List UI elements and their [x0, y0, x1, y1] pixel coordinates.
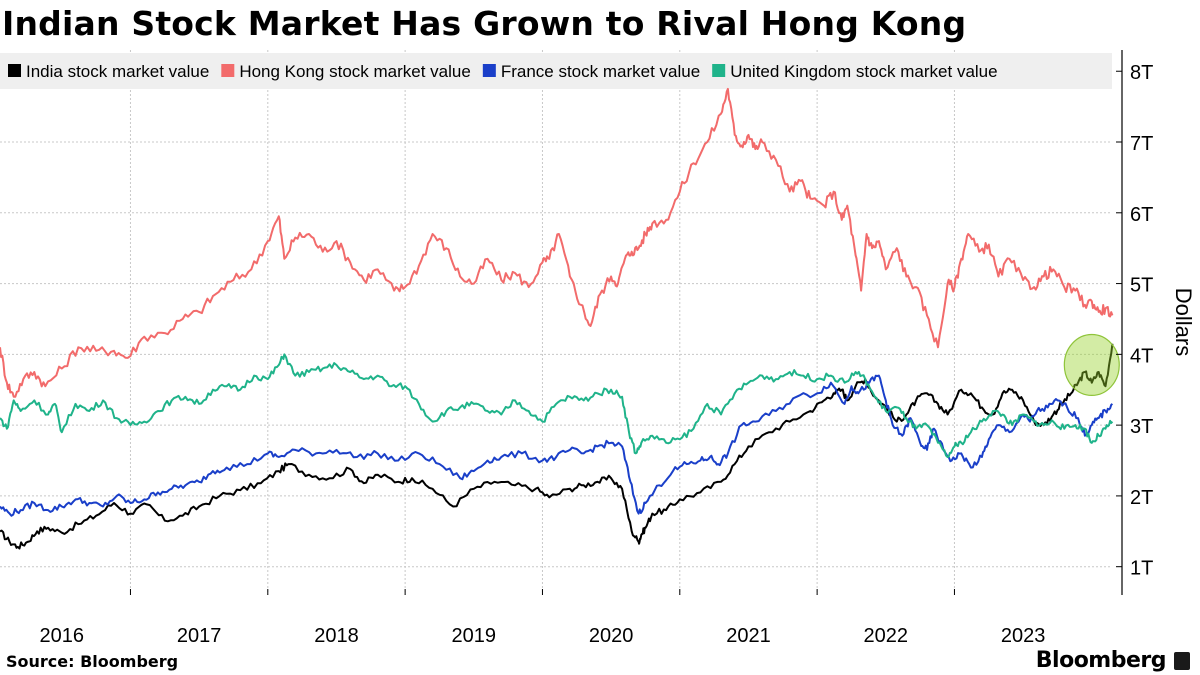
x-tick-label: 2023 [1001, 625, 1046, 647]
legend-background [0, 53, 1112, 89]
y-tick-label: 4T [1130, 345, 1153, 367]
highlight-layer [1063, 333, 1120, 397]
y-tick-label: 1T [1130, 558, 1153, 580]
legend-swatch [8, 64, 21, 77]
series-line-france-stock-market-value [0, 374, 1114, 517]
legend-swatch [712, 64, 726, 77]
y-tick-label: 6T [1130, 204, 1153, 226]
y-tick-label: 7T [1130, 133, 1153, 155]
legend-swatch [482, 64, 496, 77]
y-tick-label: 5T [1130, 275, 1153, 297]
legend-label: France stock market value [501, 62, 700, 81]
legend-label: India stock market value [26, 62, 209, 81]
source-note: Source: Bloomberg [6, 652, 179, 671]
axis-layer: 1T 2T 3T 4T 5T 6T 7T 8T 2016 2017 2018 2019 2020 2021… [40, 50, 1196, 647]
chart-title: Indian Stock Market Has Grown to Rival H… [2, 4, 967, 43]
series-line-united-kingdom-stock-market-value [0, 353, 1114, 458]
highlight-ellipse [1063, 333, 1120, 397]
legend-label: Hong Kong stock market value [239, 62, 471, 81]
y-tick-label: 8T [1130, 62, 1153, 84]
grid-layer [0, 50, 1110, 595]
brand-logo: Bloomberg [1035, 648, 1167, 673]
brand-mark-icon [1174, 652, 1190, 670]
y-tick-label: 2T [1130, 487, 1153, 509]
x-tick-label: 2020 [589, 625, 634, 647]
series-line-hong-kong-stock-market-value [0, 87, 1114, 398]
x-tick-label: 2017 [177, 625, 222, 647]
x-tick-label: 2021 [726, 625, 771, 647]
legend-label: United Kingdom stock market value [730, 62, 997, 81]
legend: India stock market value Hong Kong stock … [0, 53, 1112, 89]
y-tick-label: 3T [1130, 416, 1153, 438]
y-axis-label: Dollars [1171, 288, 1196, 356]
x-tick-label: 2019 [452, 625, 497, 647]
legend-swatch [221, 64, 235, 77]
series-line-india-stock-market-value [0, 343, 1114, 550]
x-tick-label: 2016 [40, 625, 85, 647]
series-layer [0, 87, 1114, 550]
x-tick-label: 2022 [864, 625, 909, 647]
x-tick-label: 2018 [314, 625, 359, 647]
